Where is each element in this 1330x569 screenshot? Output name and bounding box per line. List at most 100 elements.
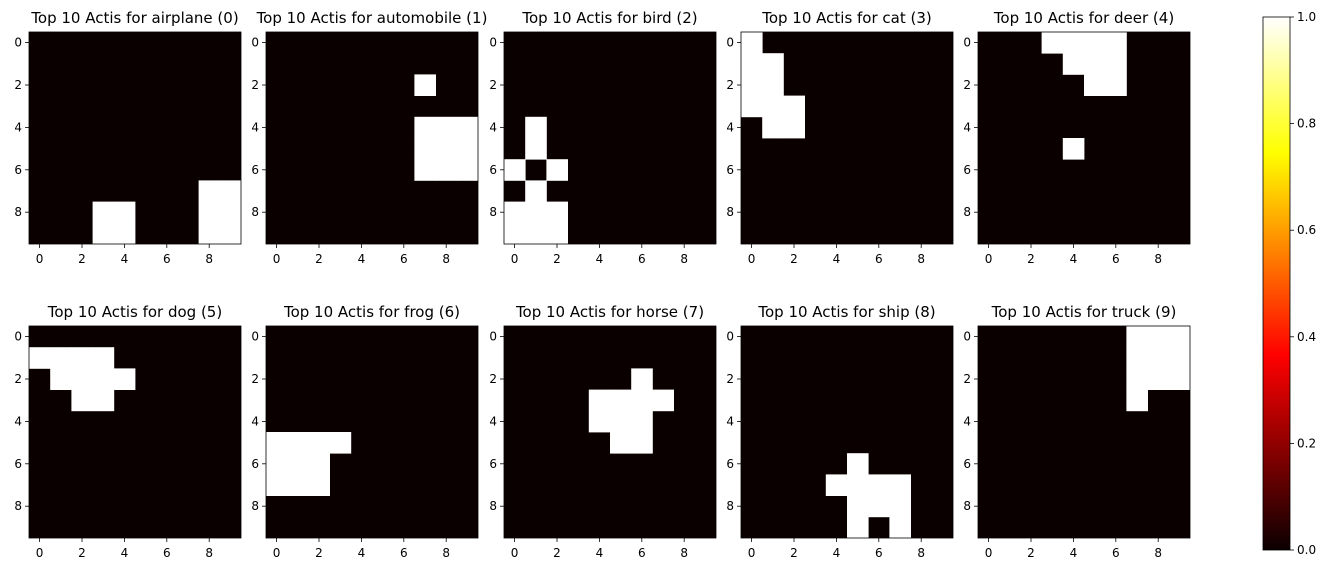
heatmap-cell (1168, 368, 1191, 390)
y-tick-label: 4 (726, 414, 734, 428)
y-tick-label: 4 (251, 120, 259, 134)
y-tick-label: 2 (251, 78, 259, 92)
y-tick-label: 0 (14, 330, 22, 344)
y-tick-label: 0 (963, 330, 971, 344)
x-tick-label: 4 (833, 252, 841, 266)
y-tick-label: 2 (14, 372, 22, 386)
heatmap-cell (741, 74, 763, 96)
x-tick-label: 8 (917, 252, 925, 266)
heatmap-cell (219, 222, 242, 245)
y-tick-label: 0 (251, 330, 259, 344)
heatmap-cell (198, 180, 221, 202)
y-tick-label: 0 (726, 36, 734, 50)
heatmap-cell (1062, 32, 1085, 54)
y-tick-label: 4 (251, 414, 259, 428)
panel-title: Top 10 Actis for frog (6) (283, 303, 460, 321)
heatmap-cell (741, 32, 763, 54)
x-tick-label: 2 (1027, 546, 1035, 560)
heatmap-panel: Top 10 Actis for deer (4) 0 2 4 6 8 0 2 4 6 8 (963, 9, 1191, 266)
heatmap-cell (1084, 32, 1106, 54)
x-tick-label: 8 (680, 252, 688, 266)
heatmap-cell (741, 53, 763, 75)
heatmap-cell (219, 180, 242, 202)
y-tick-label: 6 (726, 457, 734, 471)
heatmap-cell (889, 495, 911, 518)
x-tick-label: 4 (833, 546, 841, 560)
colorbar-tick-label: 0.6 (1297, 223, 1316, 237)
x-tick-label: 8 (205, 252, 213, 266)
y-tick-label: 2 (14, 78, 22, 92)
x-tick-label: 0 (985, 252, 993, 266)
heatmap-cell (1062, 138, 1085, 160)
y-tick-label: 0 (251, 36, 259, 50)
y-tick-label: 4 (489, 120, 497, 134)
heatmap-cell (308, 453, 330, 475)
heatmap-frame (265, 31, 479, 245)
heatmap-cell (92, 389, 115, 412)
y-tick-label: 6 (251, 457, 259, 471)
colorbar-frame (1262, 16, 1291, 551)
y-tick-label: 0 (14, 36, 22, 50)
heatmap-cell (1126, 389, 1148, 412)
colorbar-tick-label: 1.0 (1297, 10, 1316, 24)
y-tick-label: 6 (489, 163, 497, 177)
heatmap-cell (92, 222, 115, 245)
y-tick-label: 2 (726, 372, 734, 386)
x-tick-label: 4 (121, 252, 129, 266)
heatmap-cell (631, 389, 653, 412)
y-tick-label: 0 (489, 36, 497, 50)
heatmap-cell (71, 368, 93, 390)
heatmap-cell (1147, 326, 1170, 348)
x-tick-label: 0 (511, 252, 519, 266)
heatmap-cell (847, 453, 869, 475)
y-tick-label: 6 (14, 457, 22, 471)
heatmap-cell (525, 180, 547, 202)
heatmap-cell (1062, 53, 1085, 75)
y-tick-label: 8 (963, 205, 971, 219)
heatmap-frame (265, 325, 479, 539)
heatmap-cell (631, 432, 653, 454)
y-tick-label: 4 (489, 414, 497, 428)
heatmap-cell (1084, 74, 1106, 96)
heatmap-cell (92, 368, 115, 390)
x-tick-label: 6 (638, 546, 646, 560)
heatmap-cell (525, 116, 547, 139)
heatmap-panel: Top 10 Actis for truck (9) 0 2 4 6 8 0 2 4 6 8 (963, 303, 1191, 560)
heatmap-cell (525, 222, 547, 245)
heatmap-cell (113, 222, 136, 245)
heatmap-cell (1105, 32, 1127, 54)
x-tick-label: 8 (442, 252, 450, 266)
heatmap-cell (414, 116, 436, 139)
panel-title: Top 10 Actis for horse (7) (515, 303, 704, 321)
heatmap-cell (1105, 74, 1127, 96)
colorbar-tick-label: 0.4 (1297, 330, 1316, 344)
panel-title: Top 10 Actis for deer (4) (993, 9, 1174, 27)
x-tick-label: 8 (917, 546, 925, 560)
x-tick-label: 4 (596, 252, 604, 266)
heatmap-cell (504, 159, 526, 181)
y-tick-label: 8 (489, 499, 497, 513)
panel-title: Top 10 Actis for automobile (1) (256, 9, 488, 27)
y-tick-label: 8 (14, 499, 22, 513)
heatmap-cell (456, 159, 479, 181)
y-tick-label: 2 (489, 372, 497, 386)
heatmap-cell (435, 116, 458, 139)
x-tick-label: 2 (78, 546, 86, 560)
heatmap-frame (28, 31, 242, 245)
heatmap-frame (503, 31, 717, 245)
heatmap-frame (740, 325, 954, 539)
heatmap-cell (1105, 53, 1127, 75)
heatmap-panel: Top 10 Actis for bird (2) 0 2 4 6 8 0 2 4 6 8 (489, 9, 717, 266)
heatmap-cell (652, 389, 674, 412)
x-tick-label: 8 (1154, 546, 1162, 560)
x-tick-label: 2 (78, 252, 86, 266)
y-tick-label: 0 (489, 330, 497, 344)
y-tick-label: 8 (963, 499, 971, 513)
y-tick-label: 4 (963, 120, 971, 134)
x-tick-label: 2 (315, 546, 323, 560)
x-tick-label: 6 (1112, 252, 1120, 266)
heatmap-cell (783, 95, 805, 118)
heatmap-cell (329, 432, 352, 454)
heatmap-cell (610, 389, 632, 412)
